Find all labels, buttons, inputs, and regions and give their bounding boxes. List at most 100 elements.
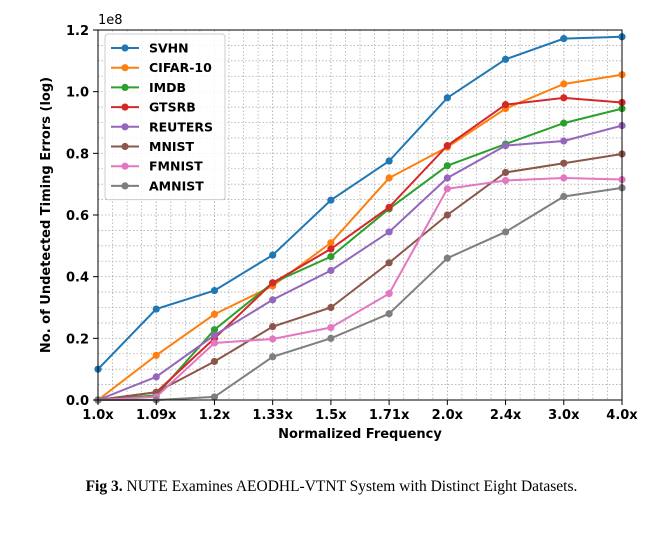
data-point-cifar-10	[152, 351, 160, 359]
data-point-gtsrb	[269, 279, 277, 287]
legend-swatch-marker	[121, 103, 129, 111]
data-point-gtsrb	[443, 142, 451, 150]
y-tick-label: 0.8	[66, 147, 89, 162]
data-point-amnist	[443, 254, 451, 262]
y-tick-label: 0.6	[66, 209, 89, 224]
series-amnist	[94, 184, 626, 404]
y-tick-label: 1.2	[66, 24, 89, 39]
series-line-svhn	[97, 35, 623, 370]
legend-item-fmnist: FMNIST	[111, 159, 203, 174]
data-point-fmnist	[210, 339, 219, 347]
y-axis-title: No. of Undetected Timing Errors (log)	[39, 77, 54, 353]
legend-item-amnist: AMNIST	[111, 178, 204, 193]
legend-item-mnist: MNIST	[111, 139, 195, 154]
data-point-fmnist	[443, 185, 451, 193]
x-tick-label: 2.4x	[490, 408, 522, 423]
legend-label: REUTERS	[149, 119, 213, 134]
data-point-gtsrb	[560, 94, 568, 102]
data-point-svhn	[385, 157, 393, 165]
x-tick-label: 3.0x	[548, 408, 580, 423]
data-point-imdb	[443, 162, 451, 170]
legend-swatch-marker	[121, 142, 129, 151]
data-point-amnist	[327, 334, 335, 342]
legend-box	[104, 33, 226, 201]
data-point-amnist	[269, 353, 277, 361]
legend-item-imdb: IMDB	[111, 80, 186, 95]
series-line-cifar-10	[97, 73, 623, 401]
data-point-fmnist	[385, 290, 393, 298]
y-tick-label: 1.0	[66, 86, 89, 101]
legend-label: IMDB	[149, 80, 186, 95]
x-tick-label: 1.0x	[82, 408, 114, 423]
series-line-amnist	[98, 186, 623, 401]
line-chart: 1.0x 1.09x 1.2x 1.33x 1.5x 1.71x 2.0x 2.4x 3.0x 4…	[39, 13, 638, 442]
data-point-imdb	[210, 326, 219, 334]
data-point-svhn	[443, 94, 451, 102]
data-point-amnist	[560, 192, 568, 201]
data-point-mnist	[501, 168, 510, 177]
legend: SVHN CIFAR-10 IMDB GTSRB REUTERS MNIST FMNIST A…	[104, 33, 226, 201]
x-tick-label: 2.0x	[432, 408, 464, 423]
legend-label: CIFAR-10	[149, 60, 212, 75]
legend-swatch-marker	[121, 162, 129, 170]
figure-caption: Fig 3. NUTE Examines AEODHL-VTNT System …	[0, 478, 663, 496]
series-layer	[94, 33, 626, 404]
legend-swatch-marker	[121, 83, 129, 91]
data-point-reuters	[327, 266, 335, 275]
legend-item-reuters: REUTERS	[111, 119, 213, 134]
x-axis-ticks: 1.0x 1.09x 1.2x 1.33x 1.5x 1.71x 2.0x 2.4x 3.0x 4…	[82, 400, 638, 423]
legend-item-cifar-10: CIFAR-10	[111, 60, 212, 75]
y-axis-multiplier: 1e8	[98, 13, 123, 28]
figure-caption-prefix: Fig 3.	[85, 478, 123, 495]
data-point-fmnist	[501, 176, 510, 185]
series-line-gtsrb	[97, 96, 623, 401]
data-point-fmnist	[269, 335, 277, 343]
legend-swatch-marker	[121, 182, 129, 190]
legend-swatch-marker	[121, 123, 129, 131]
y-tick-label: 0.2	[66, 332, 89, 347]
series-line-fmnist	[97, 176, 623, 401]
legend-label: AMNIST	[149, 178, 204, 193]
data-point-reuters	[501, 142, 510, 150]
x-tick-label: 1.5x	[315, 408, 347, 423]
data-point-mnist	[443, 211, 451, 219]
data-point-svhn	[327, 196, 335, 204]
data-point-reuters	[269, 296, 277, 304]
legend-item-gtsrb: GTSRB	[111, 100, 196, 115]
data-point-imdb	[327, 253, 335, 261]
data-point-reuters	[560, 137, 568, 145]
data-point-reuters	[385, 228, 393, 236]
series-line-imdb	[97, 107, 623, 401]
data-point-reuters	[210, 331, 219, 339]
legend-label: GTSRB	[149, 100, 196, 115]
y-tick-label: 0.4	[66, 271, 89, 286]
series-svhn	[94, 33, 626, 373]
x-tick-label: 1.09x	[136, 408, 177, 423]
data-point-fmnist	[560, 174, 568, 182]
data-point-imdb	[560, 119, 568, 127]
data-point-fmnist	[327, 323, 335, 332]
data-point-mnist	[269, 323, 277, 331]
data-point-mnist	[385, 259, 393, 267]
legend-label: MNIST	[149, 139, 195, 154]
data-point-amnist	[501, 228, 510, 236]
x-tick-label: 1.2x	[199, 408, 231, 423]
data-point-svhn	[269, 251, 277, 259]
y-tick-label: 0.0	[66, 394, 89, 409]
data-point-mnist	[210, 357, 219, 366]
data-point-gtsrb	[327, 245, 335, 253]
x-tick-label: 1.71x	[369, 408, 410, 423]
x-tick-label: 4.0x	[606, 408, 638, 423]
data-point-mnist	[327, 303, 335, 312]
legend-label: FMNIST	[149, 159, 203, 174]
data-point-svhn	[501, 55, 510, 63]
data-point-reuters	[443, 174, 451, 182]
legend-swatch-marker	[121, 44, 129, 52]
data-point-gtsrb	[501, 101, 510, 109]
data-point-amnist	[210, 393, 219, 401]
data-point-amnist	[385, 310, 393, 318]
x-axis-title: Normalized Frequency	[278, 427, 442, 442]
series-line-reuters	[97, 124, 623, 401]
data-point-gtsrb	[385, 203, 393, 211]
legend-label: SVHN	[149, 41, 189, 56]
